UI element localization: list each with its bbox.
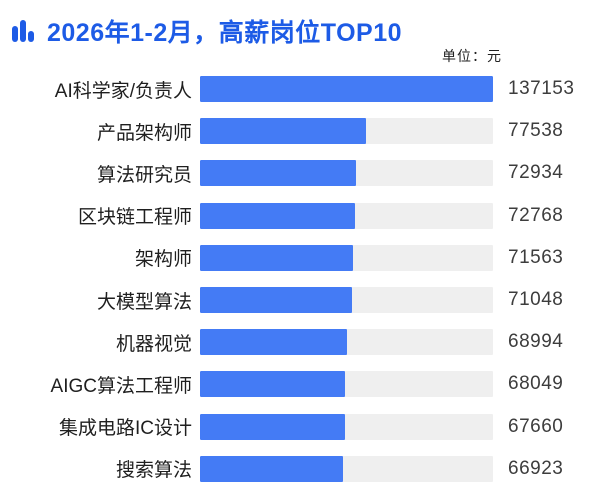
job-value: 66923: [508, 457, 564, 479]
bar-row: AI科学家/负责人 137153: [0, 68, 604, 110]
bar-fill: [200, 118, 366, 145]
bar-track: [200, 160, 493, 187]
bar-row: 机器视觉 68994: [0, 321, 604, 363]
bar-track: [200, 118, 493, 145]
job-value: 68049: [508, 373, 564, 395]
bar-fill: [200, 76, 493, 103]
bar-track: [200, 202, 493, 229]
job-value: 67660: [508, 415, 564, 437]
job-label: 搜索算法: [115, 460, 192, 482]
job-label: AIGC算法工程师: [50, 375, 192, 397]
bar-chart: AI科学家/负责人 137153 产品架构师 77538 算法研究员 72934…: [0, 68, 604, 490]
job-value: 77538: [508, 120, 564, 142]
bar-track: [200, 76, 493, 103]
job-label: 机器视觉: [115, 333, 192, 355]
bar-track: [200, 244, 493, 271]
bar-fill: [200, 413, 345, 440]
bar-track: [200, 329, 493, 356]
job-label: 区块链工程师: [77, 207, 192, 229]
bar-chart-icon: [10, 18, 36, 44]
bar-fill: [200, 160, 356, 187]
job-label: AI科学家/负责人: [54, 80, 192, 102]
bar-fill: [200, 371, 346, 398]
bar-track: [200, 287, 493, 314]
job-value: 72768: [508, 204, 564, 226]
job-label: 集成电路IC设计: [58, 418, 192, 440]
bar-track: [200, 371, 493, 398]
unit-label: 单位：元: [442, 48, 502, 64]
job-value: 68994: [508, 331, 564, 353]
bar-fill: [200, 244, 353, 271]
bar-fill: [200, 287, 352, 314]
bar-track: [200, 455, 493, 482]
bar-row: 算法研究员 72934: [0, 152, 604, 194]
job-value: 71048: [508, 289, 564, 311]
job-label: 产品架构师: [96, 122, 192, 144]
bar-row: 产品架构师 77538: [0, 110, 604, 152]
bar-row: 区块链工程师 72768: [0, 195, 604, 237]
job-value: 137153: [508, 78, 575, 100]
job-label: 架构师: [134, 249, 192, 271]
bar-fill: [200, 202, 356, 229]
bar-fill: [200, 329, 348, 356]
job-value: 71563: [508, 246, 564, 268]
page-title: 2026年1-2月，高薪岗位TOP10: [47, 19, 402, 47]
job-value: 72934: [508, 162, 564, 184]
bar-fill: [200, 455, 343, 482]
bar-row: 架构师 71563: [0, 237, 604, 279]
chart-header: 2026年1-2月，高薪岗位TOP10: [10, 13, 402, 49]
bar-row: 集成电路IC设计 67660: [0, 406, 604, 448]
job-label: 算法研究员: [96, 164, 192, 186]
bar-track: [200, 413, 493, 440]
bar-row: 搜索算法 66923: [0, 448, 604, 490]
bar-row: AIGC算法工程师 68049: [0, 363, 604, 405]
bar-row: 大模型算法 71048: [0, 279, 604, 321]
job-label: 大模型算法: [96, 291, 192, 313]
